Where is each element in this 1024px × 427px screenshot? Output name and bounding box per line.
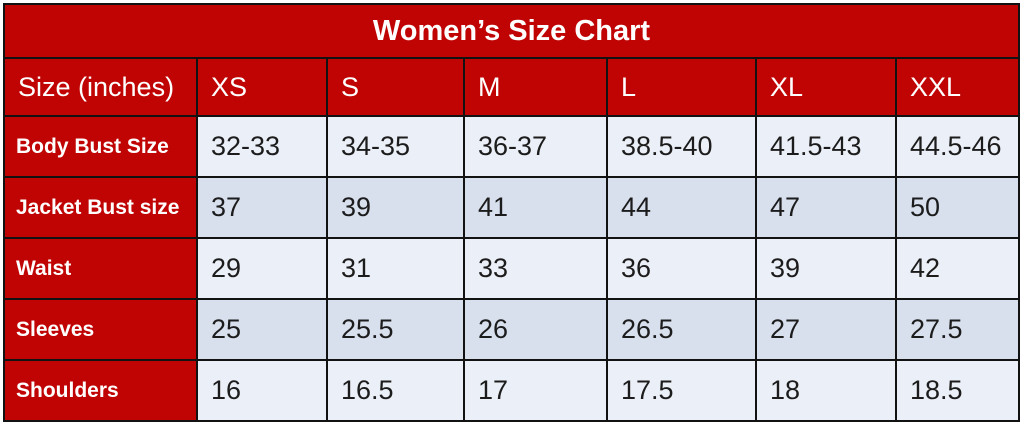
row-label-waist: Waist	[3, 237, 198, 300]
cell-jacket-bust-m: 41	[463, 176, 608, 239]
row-label-sleeves: Sleeves	[3, 298, 198, 361]
cell-sleeves-xl: 27	[755, 298, 897, 361]
cell-body-bust-xs: 32-33	[196, 115, 328, 178]
table-row-jacket-bust-size: Jacket Bust size 37 39 41 44 47 50	[3, 176, 1020, 239]
table-row-body-bust-size: Body Bust Size 32-33 34-35 36-37 38.5-40…	[3, 115, 1020, 178]
column-header-xs: XS	[196, 57, 328, 117]
cell-body-bust-xxl: 44.5-46	[895, 115, 1020, 178]
table-row-shoulders: Shoulders 16 16.5 17 17.5 18 18.5	[3, 359, 1020, 422]
cell-waist-xxl: 42	[895, 237, 1020, 300]
cell-jacket-bust-l: 44	[606, 176, 757, 239]
cell-body-bust-s: 34-35	[326, 115, 465, 178]
cell-sleeves-l: 26.5	[606, 298, 757, 361]
cell-waist-m: 33	[463, 237, 608, 300]
table-row-waist: Waist 29 31 33 36 39 42	[3, 237, 1020, 300]
title-row: Women’s Size Chart	[3, 3, 1020, 59]
column-header-size-inches: Size (inches)	[3, 57, 198, 117]
cell-jacket-bust-xs: 37	[196, 176, 328, 239]
cell-waist-xs: 29	[196, 237, 328, 300]
cell-body-bust-m: 36-37	[463, 115, 608, 178]
header-row: Size (inches) XS S M L XL XXL	[3, 57, 1020, 117]
size-chart-table: Women’s Size Chart Size (inches) XS S M …	[3, 3, 1020, 422]
column-header-l: L	[606, 57, 757, 117]
cell-shoulders-xl: 18	[755, 359, 897, 422]
cell-body-bust-xl: 41.5-43	[755, 115, 897, 178]
cell-shoulders-l: 17.5	[606, 359, 757, 422]
cell-shoulders-xxl: 18.5	[895, 359, 1020, 422]
row-label-shoulders: Shoulders	[3, 359, 198, 422]
cell-sleeves-m: 26	[463, 298, 608, 361]
cell-waist-l: 36	[606, 237, 757, 300]
column-header-xxl: XXL	[895, 57, 1020, 117]
row-label-body-bust-size: Body Bust Size	[3, 115, 198, 178]
cell-body-bust-l: 38.5-40	[606, 115, 757, 178]
column-header-s: S	[326, 57, 465, 117]
cell-waist-xl: 39	[755, 237, 897, 300]
row-label-jacket-bust-size: Jacket Bust size	[3, 176, 198, 239]
cell-sleeves-xxl: 27.5	[895, 298, 1020, 361]
cell-waist-s: 31	[326, 237, 465, 300]
cell-jacket-bust-s: 39	[326, 176, 465, 239]
column-header-m: M	[463, 57, 608, 117]
cell-shoulders-s: 16.5	[326, 359, 465, 422]
table-row-sleeves: Sleeves 25 25.5 26 26.5 27 27.5	[3, 298, 1020, 361]
cell-shoulders-xs: 16	[196, 359, 328, 422]
cell-jacket-bust-xxl: 50	[895, 176, 1020, 239]
page-title: Women’s Size Chart	[3, 3, 1020, 59]
cell-sleeves-xs: 25	[196, 298, 328, 361]
cell-shoulders-m: 17	[463, 359, 608, 422]
cell-jacket-bust-xl: 47	[755, 176, 897, 239]
column-header-xl: XL	[755, 57, 897, 117]
cell-sleeves-s: 25.5	[326, 298, 465, 361]
